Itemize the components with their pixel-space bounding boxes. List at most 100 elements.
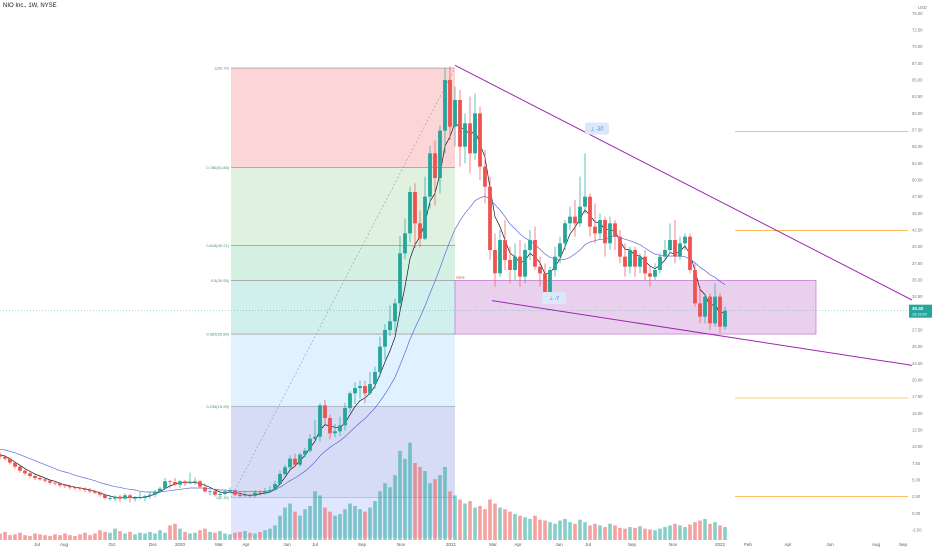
price-tick-label: 50.00 [912,178,923,183]
fib-label: 0.382(26.89) [206,332,229,337]
candle-body [183,481,187,484]
volume-bar [203,528,207,540]
candle-body [533,240,537,267]
candle-body [483,166,487,187]
time-tick-label: Jul [312,542,318,547]
zone-label: zone [456,274,465,279]
volume-bar [358,509,362,540]
time-tick-label: Apr [784,542,792,547]
trendlines [454,64,913,366]
volume-bar [548,522,552,540]
volume-bar [348,503,352,540]
price-tick-label: 25.00 [912,344,923,349]
price-tick-label: 75.00 [912,11,923,16]
volume-bar [3,531,7,540]
volume-bar [408,442,412,540]
volume-bar [393,475,397,540]
volume-bar [603,527,607,540]
candle-body [303,450,307,455]
volume-bar [433,479,437,540]
volume-bar [478,505,482,540]
volume-bar [293,511,297,540]
volume-bar [658,528,662,540]
candle-body [123,495,127,499]
volume-bar [388,487,392,540]
volume-bar [503,509,507,540]
annotation-box [542,292,566,304]
volume-bar [28,535,32,540]
zone-rect [454,280,817,335]
volume-bar [523,517,527,540]
candle-body [218,494,222,495]
volume-bar [513,514,517,540]
volume-bar [73,535,77,540]
candle-body [668,240,672,250]
volume-bar [248,532,252,540]
fib-label: 0.618(40.21) [206,243,229,248]
candle-body [328,418,332,434]
candle-body [293,458,297,465]
fib-band [231,68,455,168]
candle-body [613,223,617,237]
candle-body [343,408,347,426]
volume-bar [473,507,477,540]
candle-body [8,458,12,463]
price-tick-label: 20.00 [912,378,923,383]
time-tick-label: 2021 [446,542,457,547]
annotations: ⊥ -37 ⊥ -7 [542,122,609,304]
candle-body [508,260,512,270]
price-axis[interactable]: -2.50 0.00 2.50 5.00 7.50 10.00 12.50 15.00 17.5… [0,5,932,533]
candle-body [388,321,392,330]
candle-body [413,192,417,224]
candle-body [353,388,357,394]
candle-body [703,296,707,317]
volume-bar [683,527,687,540]
candle-body [228,490,232,492]
candle-body [498,240,502,274]
volume-bar [573,523,577,540]
time-tick-label: Sep [899,542,908,547]
price-tick-label: 12.50 [912,428,923,433]
annotation-label: ⊥ -7 [549,296,559,302]
candle-body [683,236,687,244]
candle-body [723,310,727,327]
volume-bar [558,520,562,540]
volume-bar [713,522,717,540]
last-price-value: 30.40 [912,306,924,311]
volume-bar [253,533,257,540]
volume-bar [493,503,497,540]
volume-bar [563,518,567,540]
candle-body [713,296,717,324]
time-tick-label: Nov [397,542,406,547]
candle-body [253,492,257,496]
volume-bar [443,467,447,540]
candle-body [373,372,377,384]
candle-body [298,454,302,465]
volume-bar [118,531,122,540]
candle-body [568,216,572,224]
price-tick-label: 70.00 [912,44,923,49]
volume-bar [698,520,702,540]
price-tick-label: 40.00 [912,244,923,249]
candle-body [553,256,557,270]
candle-body [258,492,262,494]
fib-diagonal [230,67,456,498]
volume-bar [333,515,337,540]
price-tick-label: 60.00 [912,111,923,116]
price-tick-label: 35.00 [912,278,923,283]
volume-bar [328,511,332,540]
volume-bar [343,509,347,540]
volume-bar [578,519,582,540]
candle-body [38,478,42,480]
volume-bar [128,531,132,540]
volume-bar [88,535,92,540]
horizontal-lines [735,131,908,497]
volume-bar [628,527,632,540]
fib-band [231,167,455,246]
time-tick-label: Dec [149,542,158,547]
candle-body [458,100,462,147]
time-axis[interactable]: Jul Aug Oct Dec 2020 Mar Apr Jun Jul Sep Nov 2021 Ma… [34,542,907,547]
volume-bar [178,528,182,540]
price-tick-label: 0.00 [912,511,921,516]
